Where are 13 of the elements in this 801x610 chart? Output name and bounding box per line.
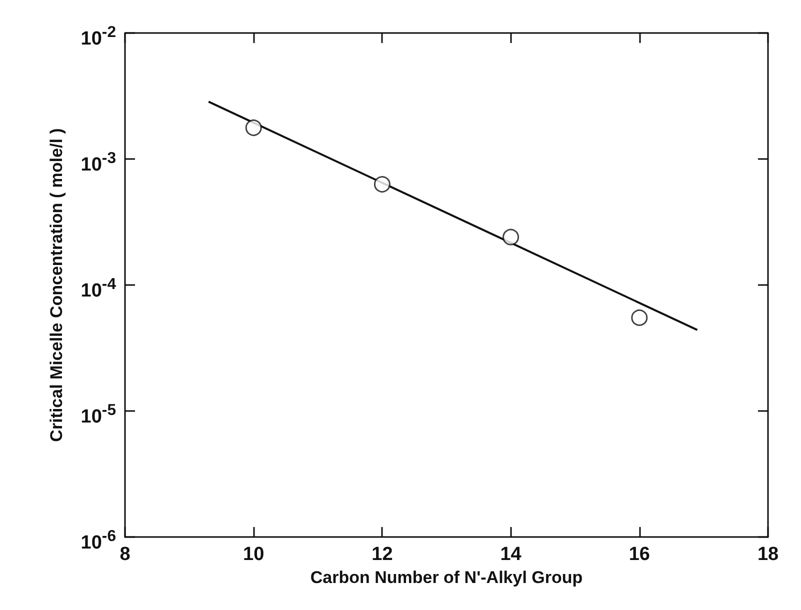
y-tick-label: 10$^{-5}$ bbox=[80, 401, 116, 430]
y-tick-label: 10$^{-6}$ bbox=[80, 527, 116, 556]
y-axis-title: Critical Micelle Concentration ( mole/l ) bbox=[47, 128, 66, 442]
x-tick-label: 12 bbox=[372, 544, 393, 565]
y-tick-label: 10$^{-2}$ bbox=[80, 23, 116, 52]
x-tick-label: 14 bbox=[500, 544, 522, 565]
x-tick-label: 8 bbox=[120, 544, 130, 565]
x-axis-title: Carbon Number of N'-Alkyl Group bbox=[310, 568, 583, 587]
x-tick-label: 18 bbox=[757, 544, 779, 565]
y-tick-label: 10$^{-3}$ bbox=[80, 149, 116, 178]
x-tick-label: 10 bbox=[243, 544, 264, 565]
y-tick-label: 10$^{-4}$ bbox=[80, 275, 116, 304]
x-tick-label: 16 bbox=[628, 544, 650, 565]
